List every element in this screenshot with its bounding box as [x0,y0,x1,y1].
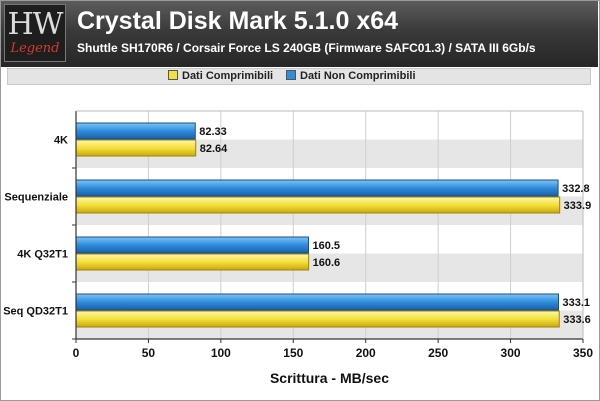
bar-incompressible [75,179,559,197]
legend-item-incompressible: Dati Non Comprimibili [286,70,416,82]
x-tick-label: 350 [573,346,593,360]
legend-item-compressible: Dati Comprimibili [168,70,273,82]
bar-compressible [75,253,310,271]
chart-legend: Dati Comprimibili Dati Non Comprimibili [7,68,591,85]
bar-incompressible [75,122,196,140]
bar-incompressible [75,236,309,254]
legend-swatch-compressible [168,70,178,80]
x-tick-label: 0 [73,346,80,360]
hwlegend-logo: HW Legend [4,4,66,62]
data-label: 333.1 [563,297,591,309]
data-label: 333.6 [563,314,591,326]
labels: 82.33 82.64 4K 332.8 333.9 Sequenziale 160.5 16… [3,126,593,386]
bar-compressible [75,139,197,157]
data-label: 160.5 [312,240,340,252]
data-label: 332.8 [562,183,590,195]
logo-subtext: Legend [10,41,60,56]
category-label: 4K Q32T1 [17,249,68,261]
data-label: 333.9 [564,200,592,212]
data-label: 82.64 [200,143,228,155]
bar-compressible [75,196,561,214]
x-tick-label: 300 [501,346,521,360]
legend-label-compressible: Dati Comprimibili [182,70,274,82]
x-tick-label: 50 [142,346,156,360]
x-tick-label: 150 [283,346,303,360]
legend-label-incompressible: Dati Non Comprimibili [300,70,416,82]
x-tick-label: 250 [428,346,448,360]
bar-incompressible [75,293,560,311]
category-label: Seq QD32T1 [3,306,68,318]
chart-title: Crystal Disk Mark 5.1.0 x64 [77,7,399,35]
bar-compressible [75,310,560,328]
axes [72,110,584,343]
x-tick-label: 200 [356,346,376,360]
x-tick-label: 100 [211,346,231,360]
category-label: Sequenziale [4,192,68,204]
bars [75,122,561,328]
logo-text: HW [7,7,64,42]
chart-header: HW Legend Crystal Disk Mark 5.1.0 x64 Sh… [1,1,598,67]
data-label: 160.6 [313,257,341,269]
legend-swatch-incompressible [286,70,296,80]
data-label: 82.33 [199,126,227,138]
category-label: 4K [54,135,68,147]
chart-subtitle: Shuttle SH170R6 / Corsair Force LS 240GB… [77,41,536,55]
x-axis-title: Scrittura - MB/sec [270,370,389,386]
